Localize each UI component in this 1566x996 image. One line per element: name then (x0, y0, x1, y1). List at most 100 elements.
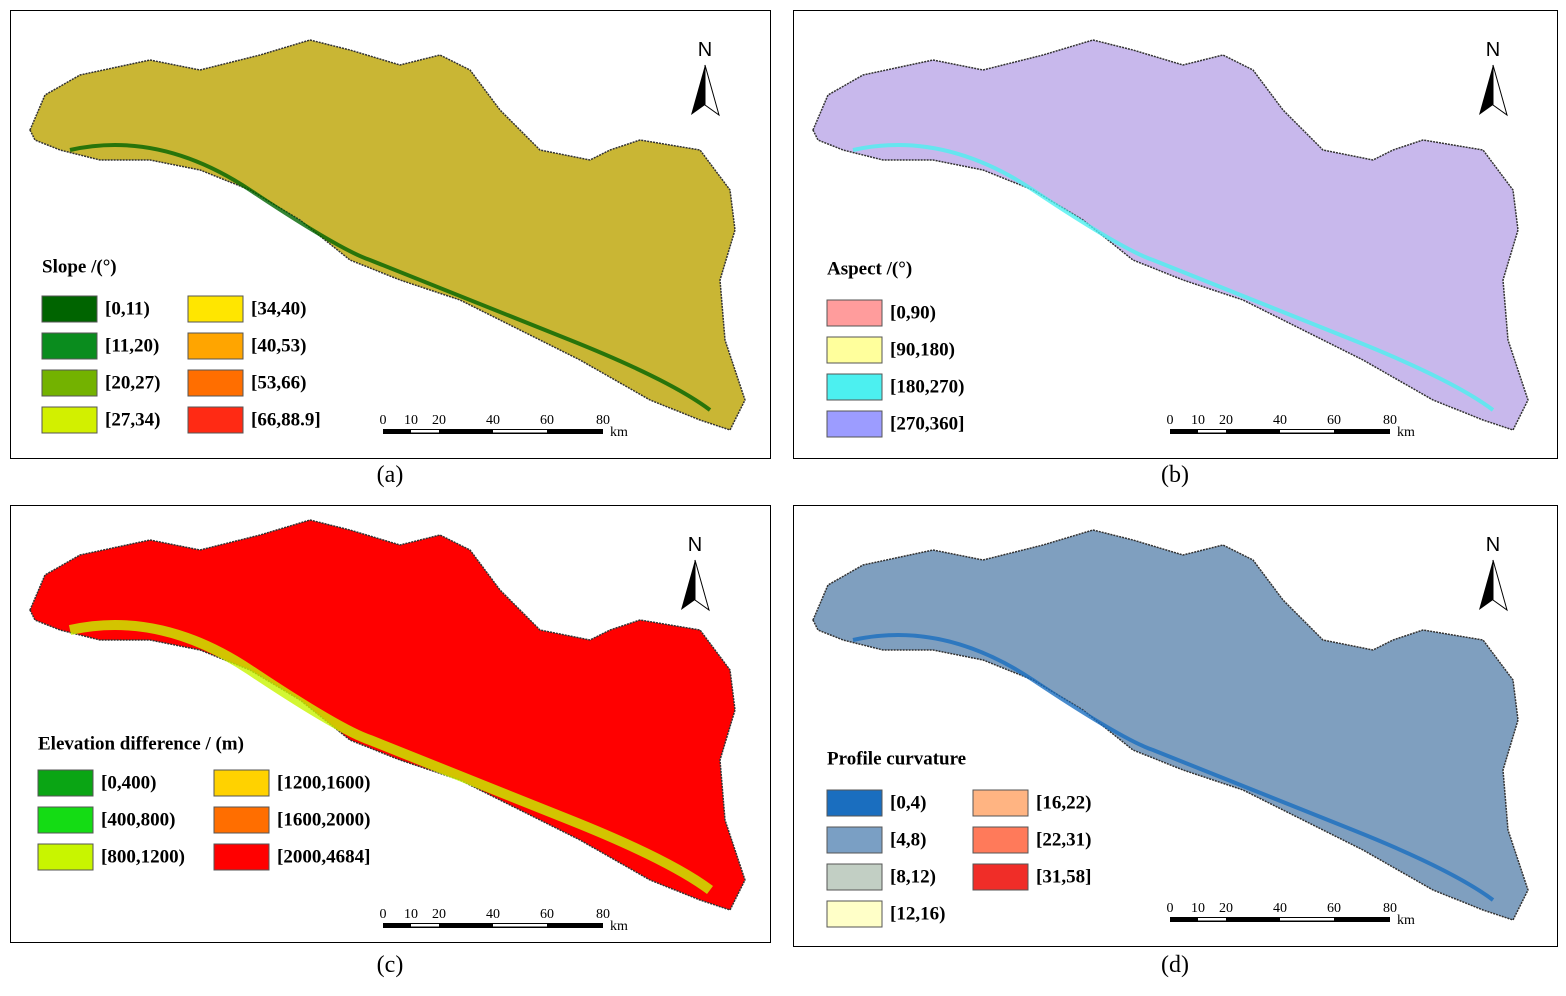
legend-label: [270,360] (890, 413, 964, 434)
scale-label: 20 (432, 907, 446, 922)
scale-label: 20 (1219, 901, 1233, 916)
scale-bar-segment (1280, 430, 1334, 433)
scale-label: 0 (1167, 901, 1174, 916)
legend-label: [34,40) (251, 298, 306, 319)
legend-swatch (826, 900, 883, 928)
legend-swatch (187, 406, 244, 434)
legend-title: Profile curvature (827, 748, 966, 769)
legend-swatch (826, 863, 883, 891)
legend-swatch (972, 789, 1029, 817)
legend-swatch (187, 332, 244, 360)
scale-label: 80 (1383, 413, 1397, 428)
legend-label: [4,8) (890, 829, 926, 850)
scale-label: 10 (404, 907, 418, 922)
north-arrow (1492, 559, 1508, 612)
scale-bar-segment (1198, 918, 1226, 921)
panel-caption: (c) (377, 952, 404, 978)
legend-label: [0,4) (890, 792, 926, 813)
scale-label: 60 (1327, 901, 1341, 916)
river-network (852, 143, 1495, 412)
legend-swatch (972, 826, 1029, 854)
legend-swatch (213, 769, 270, 797)
legend-swatch (187, 369, 244, 397)
scale-bar-segment (493, 430, 547, 433)
north-label: N (688, 534, 702, 556)
legend-label: [1600,2000) (277, 809, 370, 830)
legend-title: Elevation difference / (m) (38, 733, 244, 754)
legend-swatch (826, 336, 883, 364)
scale-label: 0 (380, 413, 387, 428)
scale-label: km (610, 425, 628, 440)
basin-map (29, 519, 746, 911)
basin-map (812, 39, 1529, 431)
north-arrow (704, 64, 720, 117)
scale-label: 10 (1191, 413, 1205, 428)
scale-label: km (1397, 913, 1415, 928)
legend-label: [0,11) (105, 298, 150, 319)
legend-label: [16,22) (1036, 792, 1091, 813)
legend-swatch (37, 806, 94, 834)
legend-swatch (41, 332, 98, 360)
legend-swatch (187, 295, 244, 323)
scale-label: 10 (404, 413, 418, 428)
legend-label: [0,400) (101, 772, 156, 793)
legend-label: [8,12) (890, 866, 936, 887)
scale-label: 40 (486, 907, 500, 922)
legend-label: [66,88.9] (251, 409, 321, 430)
legend-swatch (213, 806, 270, 834)
legend-label: [22,31) (1036, 829, 1091, 850)
legend-swatch (826, 789, 883, 817)
legend-label: [20,27) (105, 372, 160, 393)
north-arrow (1492, 64, 1508, 117)
river-network (852, 633, 1495, 902)
legend-swatch (826, 410, 883, 438)
legend-label: [27,34) (105, 409, 160, 430)
scale-bar-segment (411, 924, 439, 927)
scale-label: 80 (596, 907, 610, 922)
north-label: N (1486, 39, 1500, 61)
legend-label: [2000,4684] (277, 846, 370, 867)
north-label: N (1486, 534, 1500, 556)
river-network (68, 620, 713, 895)
north-arrow (694, 559, 710, 612)
scale-label: 60 (1327, 413, 1341, 428)
basin-map (29, 39, 746, 431)
legend-swatch (41, 295, 98, 323)
north-arrow (1479, 65, 1493, 115)
scale-label: 0 (380, 907, 387, 922)
north-arrow (681, 560, 695, 610)
legend-label: [180,270) (890, 376, 964, 397)
legend-swatch (37, 769, 94, 797)
legend-title: Aspect /(°) (827, 258, 912, 279)
legend-swatch (972, 863, 1029, 891)
scale-label: 80 (596, 413, 610, 428)
legend-label: [53,66) (251, 372, 306, 393)
panel-caption: (a) (377, 462, 404, 488)
scale-label: 20 (432, 413, 446, 428)
scale-bar-segment (1198, 430, 1226, 433)
legend-swatch (41, 369, 98, 397)
legend-label: [400,800) (101, 809, 175, 830)
scale-label: km (610, 919, 628, 934)
legend-label: [31,58] (1036, 866, 1091, 887)
north-arrow (1479, 560, 1493, 610)
basin-map (812, 529, 1529, 921)
north-label: N (698, 39, 712, 61)
scale-label: 40 (1273, 413, 1287, 428)
scale-bar-segment (1280, 918, 1334, 921)
legend-swatch (37, 843, 94, 871)
scale-label: 80 (1383, 901, 1397, 916)
river-network (69, 143, 712, 412)
legend-swatch (826, 299, 883, 327)
legend-swatch (41, 406, 98, 434)
legend-swatch (826, 373, 883, 401)
scale-label: 60 (540, 413, 554, 428)
legend-label: [90,180) (890, 339, 955, 360)
scale-label: km (1397, 425, 1415, 440)
scale-label: 10 (1191, 901, 1205, 916)
